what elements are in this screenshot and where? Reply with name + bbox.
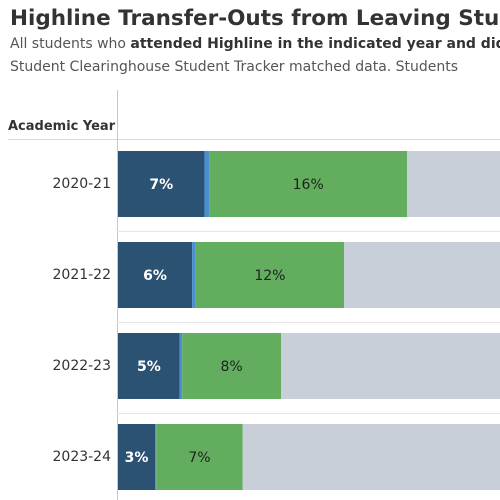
bar-segment-2021-22-s0 [118, 242, 193, 308]
row-separator [117, 413, 500, 414]
bar-segment-2023-24-s2 [156, 424, 243, 490]
bar-segment-2022-23-s0 [118, 333, 180, 399]
category-axis-line [117, 90, 118, 500]
data-label-2020-21-s0: 7% [149, 177, 173, 193]
bar-segment-2022-23-s1 [179, 333, 183, 399]
bar-segment-2021-22-s2 [195, 242, 345, 308]
data-label-2020-21-s2: 16% [293, 177, 324, 193]
subtitle-line-1-regular: All students who [10, 36, 131, 52]
bar-segment-2020-21-s0 [118, 151, 205, 217]
data-label-2022-23-s2: 8% [221, 359, 243, 375]
data-label-2022-23-s0: 5% [137, 359, 161, 375]
chart-subtitle-line-1: All students who attended Highline in th… [10, 36, 500, 52]
year-label-2021-22: 2021-22 [52, 267, 112, 283]
data-label-2023-24-s2: 7% [188, 450, 210, 466]
bar-segment-2021-22-s3 [344, 242, 500, 308]
bar-segment-2022-23-s2 [182, 333, 282, 399]
bar-segment-2020-21-s3 [406, 151, 500, 217]
bar-segment-2023-24-s0 [118, 424, 156, 490]
bar-segment-2023-24-s3 [242, 424, 500, 490]
subtitle-line-1-bold: attended Highline in the indicated year … [130, 36, 500, 52]
row-separator [117, 231, 500, 232]
bar-segment-2022-23-s3 [281, 333, 500, 399]
bar-segment-2023-24-s1 [155, 424, 157, 490]
bar-segment-2020-21-s1 [204, 151, 210, 217]
year-label-2023-24: 2023-24 [52, 449, 112, 465]
row-header-academic-year: Academic Year [8, 119, 116, 134]
year-label-2020-21: 2020-21 [52, 176, 112, 192]
year-label-2022-23: 2022-23 [52, 358, 112, 374]
bar-segment-2021-22-s1 [192, 242, 196, 308]
data-label-2021-22-s2: 12% [254, 268, 285, 284]
chart-title: Highline Transfer-Outs from Leaving Stud… [10, 6, 500, 31]
data-label-2023-24-s0: 3% [125, 450, 149, 466]
row-separator [117, 322, 500, 323]
data-label-2021-22-s0: 6% [143, 268, 167, 284]
chart-subtitle-line-2: Student Clearinghouse Student Tracker ma… [10, 59, 459, 75]
bar-segment-2020-21-s2 [209, 151, 407, 217]
header-divider [8, 139, 500, 140]
